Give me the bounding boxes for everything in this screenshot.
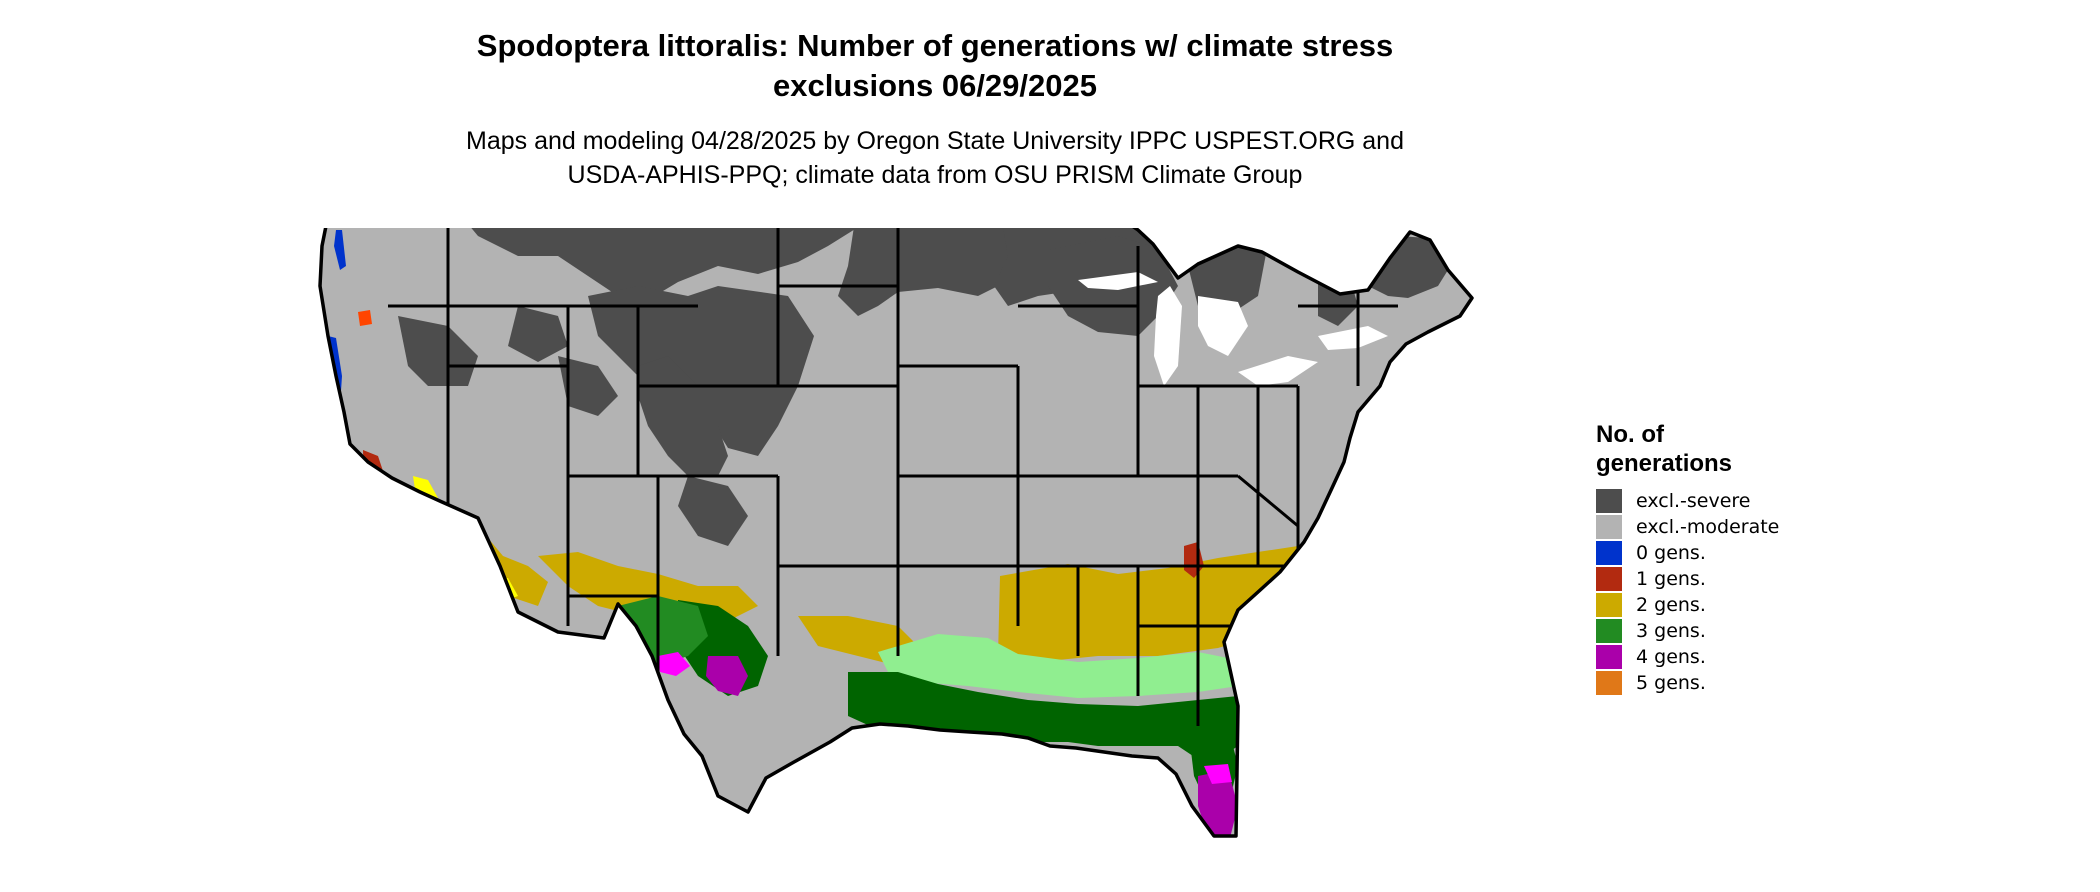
legend-title: No. of generations	[1596, 420, 1779, 478]
legend-label: 3 gens.	[1636, 620, 1706, 642]
legend: No. of generations excl.-severe excl.-mod…	[1596, 420, 1779, 696]
region-4-gens-bright	[658, 652, 690, 676]
legend-item: 2 gens.	[1596, 592, 1779, 618]
map-title-line2: exclusions 06/29/2025	[772, 68, 1097, 103]
great-lake	[1238, 356, 1318, 386]
legend-items: excl.-severe excl.-moderate 0 gens. 1 gens.…	[1596, 488, 1779, 696]
region-4-gens-bright	[1204, 764, 1232, 784]
us-outline	[318, 228, 1474, 838]
region-3-gens-light	[878, 634, 1238, 698]
map-fill-layers	[320, 228, 1472, 836]
region-5-gens	[358, 310, 372, 326]
legend-label: excl.-moderate	[1636, 516, 1780, 538]
legend-item: 1 gens.	[1596, 566, 1779, 592]
map-title: Spodoptera littoralis: Number of generat…	[300, 26, 1570, 106]
legend-swatch	[1596, 593, 1622, 617]
map-subtitle-line2: USDA-APHIS-PPQ; climate data from OSU PR…	[567, 161, 1303, 189]
region-excl-severe	[678, 476, 748, 546]
map-subtitle-line1: Maps and modeling 04/28/2025 by Oregon S…	[466, 127, 1404, 155]
legend-title-line1: No. of	[1596, 421, 1664, 448]
state-border	[1237, 474, 1299, 528]
legend-label: excl.-severe	[1636, 490, 1751, 512]
legend-item: 5 gens.	[1596, 670, 1779, 696]
legend-label: 5 gens.	[1636, 672, 1706, 694]
legend-swatch	[1596, 489, 1622, 513]
legend-item: excl.-severe	[1596, 488, 1779, 514]
map-header: Spodoptera littoralis: Number of generat…	[300, 26, 1570, 192]
legend-swatch	[1596, 515, 1622, 539]
legend-label: 0 gens.	[1636, 542, 1706, 564]
region-3-gens-dark	[848, 672, 1238, 766]
us-generations-map	[318, 228, 1474, 838]
region-4-gens	[898, 756, 978, 836]
great-lake	[1318, 326, 1388, 350]
map-title-line1: Spodoptera littoralis: Number of generat…	[476, 28, 1394, 63]
map-subtitle: Maps and modeling 04/28/2025 by Oregon S…	[300, 124, 1570, 192]
region-excl-severe	[448, 228, 860, 306]
region-excl-severe	[508, 306, 568, 362]
legend-item: 0 gens.	[1596, 540, 1779, 566]
region-excl-severe	[558, 356, 618, 416]
legend-swatch	[1596, 567, 1622, 591]
legend-swatch	[1596, 541, 1622, 565]
great-lake	[1154, 286, 1182, 386]
legend-item: 3 gens.	[1596, 618, 1779, 644]
great-lake	[1198, 296, 1248, 356]
legend-swatch	[1596, 645, 1622, 669]
region-4-gens-bright	[910, 750, 974, 782]
legend-item: 4 gens.	[1596, 644, 1779, 670]
region-4-gens	[706, 656, 748, 696]
legend-swatch	[1596, 619, 1622, 643]
region-0-gens	[334, 230, 346, 270]
region-excl-severe	[398, 316, 478, 386]
legend-label: 2 gens.	[1636, 594, 1706, 616]
legend-item: excl.-moderate	[1596, 514, 1779, 540]
legend-label: 4 gens.	[1636, 646, 1706, 668]
legend-swatch	[1596, 671, 1622, 695]
legend-title-line2: generations	[1596, 450, 1733, 477]
region-excl-severe	[588, 286, 814, 456]
legend-label: 1 gens.	[1636, 568, 1706, 590]
